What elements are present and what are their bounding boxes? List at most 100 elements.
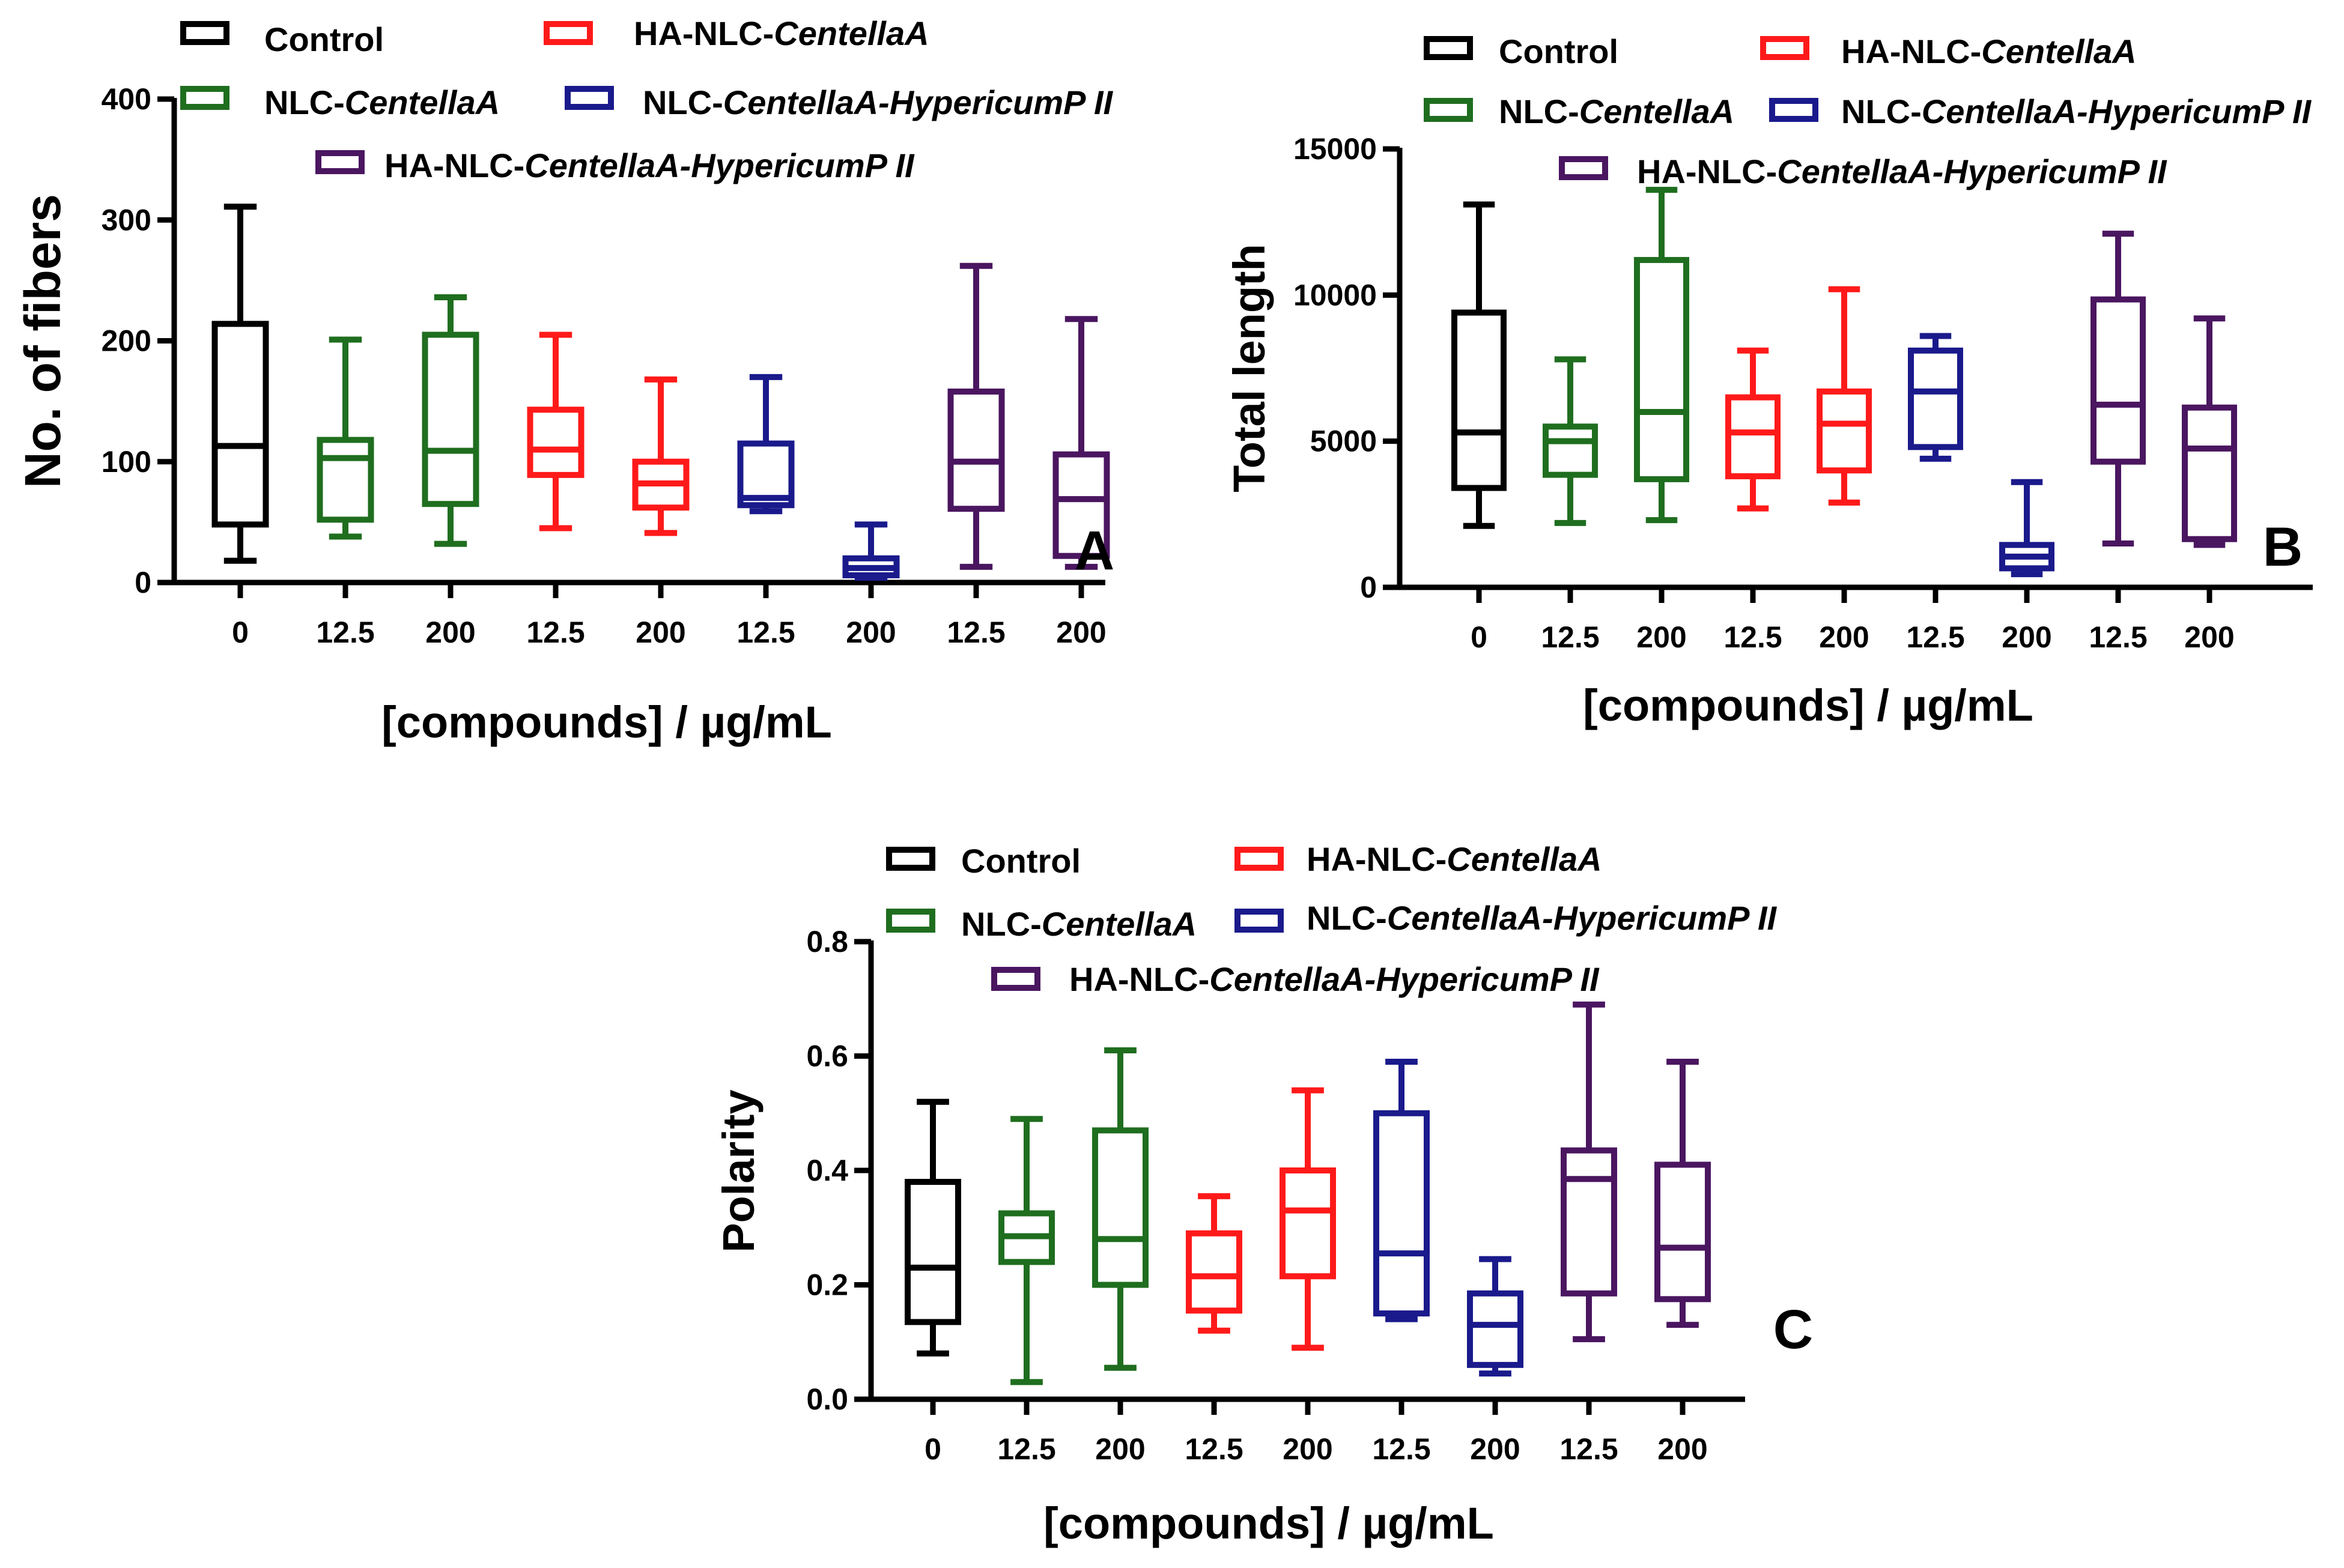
legend-label: Control xyxy=(961,842,1081,880)
y-tick-label: 400 xyxy=(102,82,151,116)
legend-label-prefix: NLC- xyxy=(264,83,345,121)
x-tick-label: 200 xyxy=(1056,616,1106,649)
legend-label-italic: CentellaA xyxy=(1042,905,1197,943)
box-iqr xyxy=(527,407,584,478)
legend-swatch xyxy=(1769,98,1818,122)
legend-label-italic: CentellaA-HypericumP II xyxy=(1209,960,1600,998)
x-tick-label: 12.5 xyxy=(1723,620,1782,654)
legend-label: NLC-CentellaA-HypericumP II xyxy=(643,83,1114,121)
y-tick-label: 300 xyxy=(102,203,151,237)
x-tick-label: 200 xyxy=(1819,620,1869,654)
legend-label-italic: CentellaA-HypericumP II xyxy=(1387,899,1778,937)
box-8: 200 xyxy=(1052,316,1110,649)
x-tick-label: 200 xyxy=(1470,1432,1520,1466)
legend-swatch xyxy=(565,86,614,110)
y-tick-label: 10000 xyxy=(1293,278,1377,312)
legend-swatch xyxy=(1760,36,1809,60)
x-tick-label: 200 xyxy=(1636,620,1686,654)
legend-swatch xyxy=(180,86,229,110)
box-0: 0 xyxy=(1451,201,1507,654)
panel-letter: A xyxy=(1075,520,1114,581)
box-1: 12.5 xyxy=(1541,356,1600,654)
y-tick-label: 15000 xyxy=(1293,132,1377,166)
x-tick-label: 0 xyxy=(925,1432,941,1466)
box-4: 200 xyxy=(632,376,690,649)
box-1: 12.5 xyxy=(316,336,375,649)
legend-swatch xyxy=(180,21,229,45)
box-7: 12.5 xyxy=(1559,1001,1618,1466)
x-axis-label: [compounds] / µg/mL xyxy=(1583,680,2033,730)
legend-label-prefix: HA-NLC- xyxy=(384,147,524,184)
box-4: 200 xyxy=(1280,1087,1336,1466)
box-2: 200 xyxy=(1634,187,1689,654)
x-tick-label: 12.5 xyxy=(997,1432,1055,1466)
box-2: 200 xyxy=(1092,1047,1149,1466)
legend-swatch xyxy=(886,909,935,933)
legend-label-italic: CentellaA xyxy=(345,83,500,121)
legend-label-prefix: NLC- xyxy=(1307,899,1387,937)
x-tick-label: 12.5 xyxy=(526,616,584,649)
panel-letter: C xyxy=(1773,1299,1813,1360)
legend-label-prefix: NLC- xyxy=(1499,92,1579,130)
box-7: 12.5 xyxy=(2089,231,2148,654)
x-tick-label: 12.5 xyxy=(1541,620,1599,654)
x-axis-label: [compounds] / µg/mL xyxy=(1043,1498,1494,1548)
box-7: 12.5 xyxy=(947,262,1006,649)
box-5: 12.5 xyxy=(736,374,795,649)
legend-label-italic: CentellaA-HypericumP II xyxy=(524,147,915,184)
x-tick-label: 0 xyxy=(1471,620,1487,654)
box-iqr xyxy=(422,331,479,507)
box-iqr xyxy=(1451,309,1507,491)
panel-c: 0.0 0.2 0.4 0.6 0.8 0 12.5 200 12.5 200 12.5 200 12.… xyxy=(714,840,1813,1548)
legend-swatch xyxy=(886,847,935,871)
y-tick-label: 0.8 xyxy=(806,925,848,958)
box-iqr xyxy=(1092,1127,1149,1288)
box-4: 200 xyxy=(1817,286,1872,654)
legend-swatch xyxy=(1234,909,1284,933)
x-tick-label: 12.5 xyxy=(736,616,795,649)
x-tick-label: 12.5 xyxy=(1372,1432,1430,1466)
y-tick-label: 0.0 xyxy=(806,1382,848,1416)
box-iqr xyxy=(1654,1161,1711,1303)
box-iqr xyxy=(1634,256,1689,482)
y-axis-label: Total length xyxy=(1224,244,1274,492)
box-8: 200 xyxy=(1654,1059,1711,1466)
legend-swatch xyxy=(315,150,365,174)
x-tick-label: 200 xyxy=(636,616,685,649)
y-tick-label: 0.2 xyxy=(806,1268,848,1302)
box-2: 200 xyxy=(422,294,479,649)
legend-label-prefix: NLC- xyxy=(1841,92,1922,130)
x-tick-label: 200 xyxy=(1095,1432,1145,1466)
box-iqr xyxy=(211,321,269,528)
legend-label: Control xyxy=(264,20,384,58)
box-iqr xyxy=(1373,1110,1430,1317)
x-tick-label: 200 xyxy=(1657,1432,1707,1466)
legend-label-italic: CentellaA xyxy=(1447,840,1602,878)
x-tick-label: 12.5 xyxy=(1559,1432,1618,1466)
legend-label-prefix: HA-NLC- xyxy=(634,14,774,52)
y-axis-label: No. of fibers xyxy=(14,194,71,488)
x-tick-label: 12.5 xyxy=(1906,620,1964,654)
legend-swatch xyxy=(991,967,1040,991)
legend-label: HA-NLC-CentellaA xyxy=(634,14,929,52)
legend-label: NLC-CentellaA xyxy=(264,83,500,121)
y-tick-label: 0.6 xyxy=(806,1040,848,1073)
box-iqr xyxy=(947,389,1005,512)
box-3: 12.5 xyxy=(526,331,585,649)
legend-label-prefix: NLC- xyxy=(961,905,1042,943)
legend-label-prefix: HA-NLC- xyxy=(1637,153,1777,190)
legend-label: HA-NLC-CentellaA-HypericumP II xyxy=(1637,153,2167,190)
box-8: 200 xyxy=(2182,315,2237,654)
box-iqr xyxy=(1280,1167,1336,1280)
legend-label-italic: CentellaA xyxy=(1579,92,1734,130)
box-3: 12.5 xyxy=(1185,1193,1243,1466)
legend-label: NLC-CentellaA-HypericumP II xyxy=(1841,92,2312,130)
box-6: 200 xyxy=(842,521,900,649)
box-iqr xyxy=(1561,1147,1617,1297)
legend-label: HA-NLC-CentellaA xyxy=(1841,32,2137,70)
legend-swatch xyxy=(1559,156,1608,180)
y-tick-label: 5000 xyxy=(1310,425,1377,458)
legend-swatch xyxy=(544,21,593,45)
y-tick-label: 100 xyxy=(102,445,151,479)
